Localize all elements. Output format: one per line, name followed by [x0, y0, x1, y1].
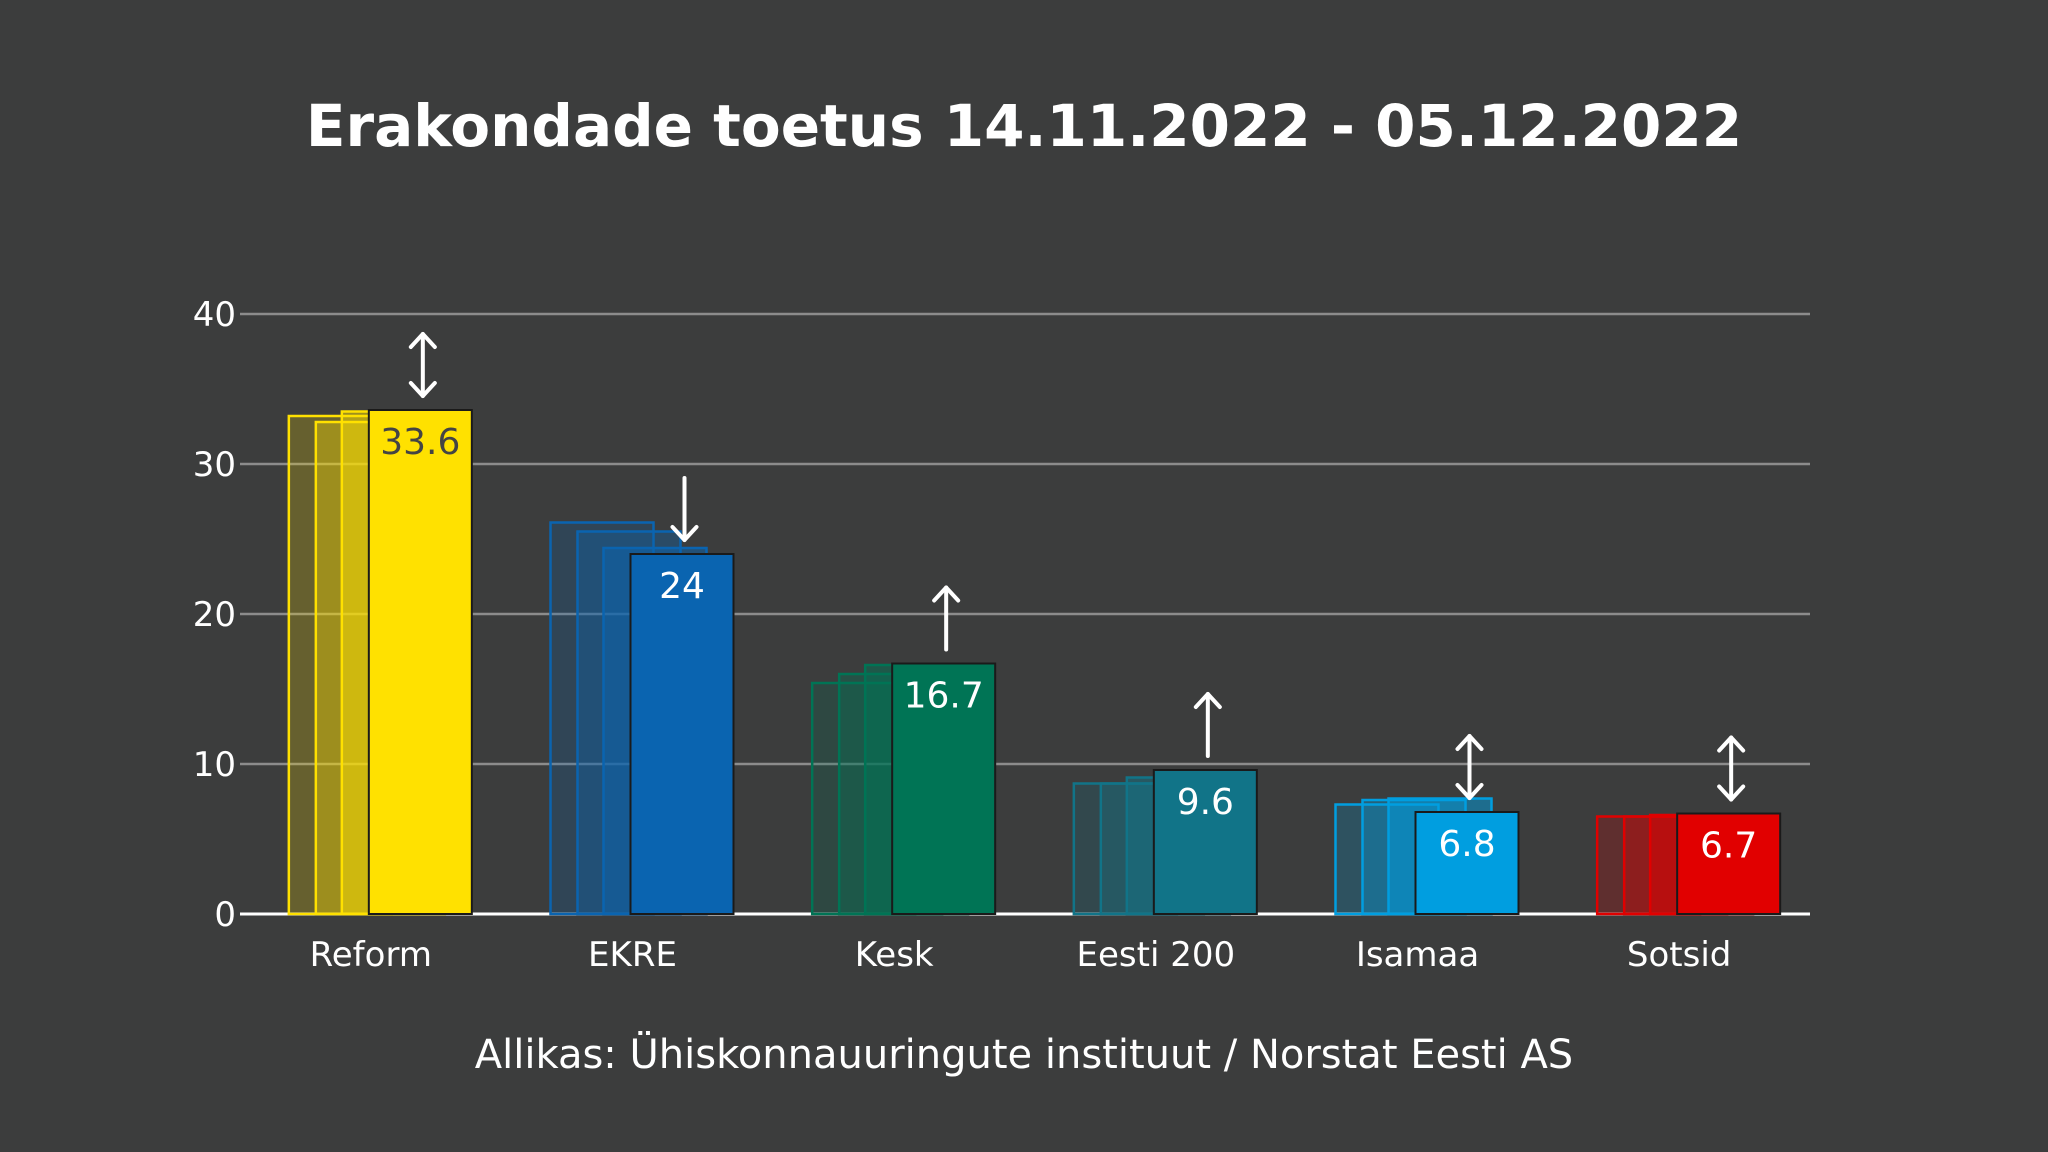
- bar-group-eesti-200: [1072, 769, 1258, 916]
- value-label: 9.6: [1177, 782, 1234, 823]
- y-tick-label: 20: [193, 595, 236, 635]
- bar-group-kesk: [810, 662, 997, 916]
- bar-group-isamaa: [1334, 797, 1520, 916]
- category-label: Eesti 200: [1077, 935, 1236, 975]
- category-label: EKRE: [588, 935, 677, 975]
- trend-arrow-up: [1193, 692, 1222, 758]
- source-note: Allikas: Ühiskonnauuringute instituut / …: [475, 1030, 1573, 1078]
- bars: [287, 409, 1782, 916]
- bar: [629, 553, 735, 915]
- value-label: 33.6: [380, 422, 460, 463]
- bar: [1676, 812, 1782, 915]
- bar: [1152, 769, 1258, 915]
- y-tick-label: 0: [214, 895, 236, 935]
- value-label: 6.8: [1438, 824, 1495, 865]
- bar-group-reform: [287, 409, 473, 916]
- trend-arrow-down: [670, 476, 699, 542]
- trend-arrow-both: [1455, 734, 1484, 800]
- category-label: Isamaa: [1356, 935, 1479, 975]
- chart-title: Erakondade toetus 14.11.2022 - 05.12.202…: [306, 92, 1742, 160]
- trend-arrow-both: [408, 332, 437, 398]
- value-label: 6.7: [1700, 826, 1757, 867]
- trend-arrows: [408, 332, 1746, 802]
- category-label: Sotsid: [1627, 935, 1731, 975]
- bar: [891, 662, 997, 915]
- category-label: Kesk: [855, 935, 934, 975]
- y-tick-label: 40: [193, 295, 236, 335]
- trend-arrow-up: [932, 585, 961, 652]
- labels: 33.6 Reform 24 EKRE 16.7 Kesk 9.6 Eesti 200 6.8 I…: [310, 422, 1758, 975]
- trend-arrow-both: [1717, 735, 1746, 802]
- value-label: 24: [659, 566, 705, 607]
- y-tick-label: 30: [193, 445, 236, 485]
- y-tick-label: 10: [193, 745, 236, 785]
- value-label: 16.7: [904, 676, 984, 717]
- grid: 0 10 20 30 40: [193, 295, 1810, 935]
- bar-group-sotsid: [1595, 812, 1782, 916]
- category-label: Reform: [310, 935, 432, 975]
- bar-group-ekre: [549, 521, 735, 916]
- bar: [1414, 811, 1520, 915]
- bar: [367, 409, 473, 915]
